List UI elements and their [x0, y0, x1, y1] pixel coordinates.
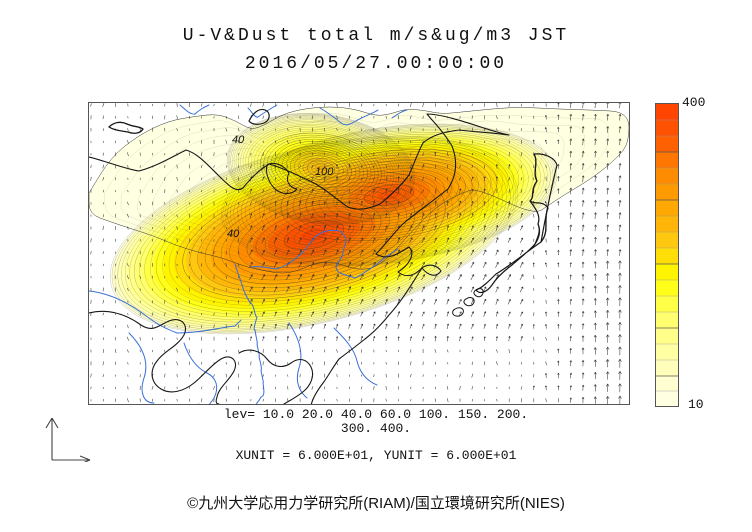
svg-text:40: 40	[227, 228, 240, 240]
svg-text:100: 100	[315, 166, 334, 178]
svg-text:40: 40	[232, 134, 245, 146]
